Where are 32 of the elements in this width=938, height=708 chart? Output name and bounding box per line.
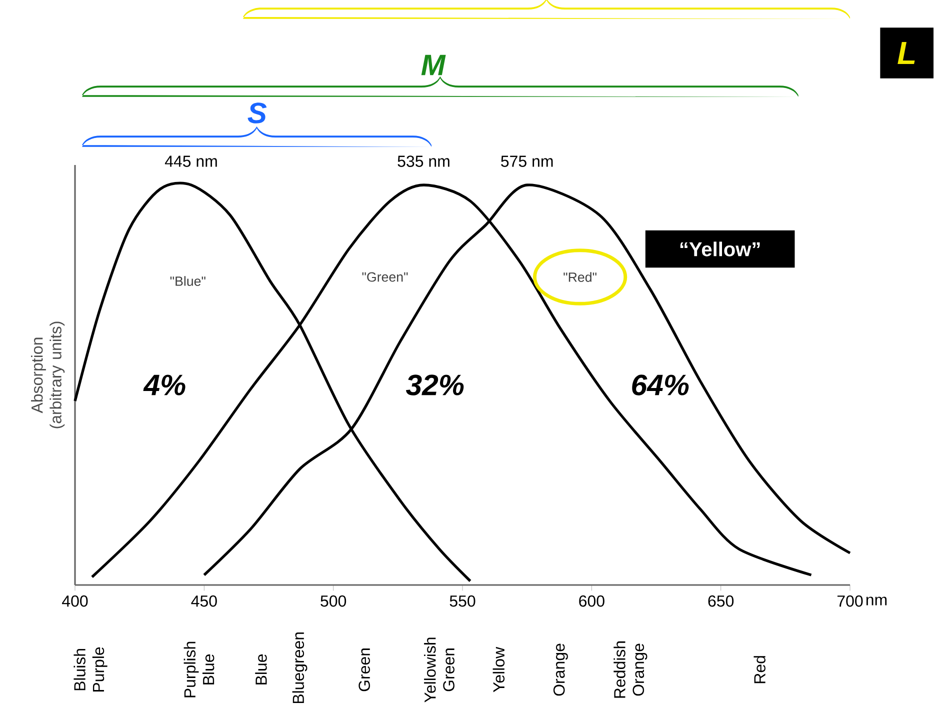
text: L xyxy=(898,42,915,64)
annotation: 4% xyxy=(143,374,186,396)
text: M xyxy=(421,54,446,76)
text: Red xyxy=(754,656,766,684)
y-axis-title: Absorption (arbitrary units) xyxy=(31,322,65,428)
text: 535 nm xyxy=(398,156,450,167)
text: 575 nm xyxy=(501,156,553,167)
x-tick-label: 400 xyxy=(62,595,88,607)
x-tick-label: 550 xyxy=(450,595,476,607)
text: Green xyxy=(358,648,370,692)
text: Purplish Blue xyxy=(184,642,214,698)
text: Orange xyxy=(553,644,568,696)
annotation: 32% xyxy=(406,374,464,396)
x-axis-title: nm xyxy=(866,596,887,606)
text: 445 nm xyxy=(164,156,217,167)
annotation: “Yellow” xyxy=(680,242,760,256)
annotation: 64% xyxy=(632,374,689,396)
text: S xyxy=(248,102,267,124)
text: Bluish Purple xyxy=(74,647,108,692)
text: Bluegreen xyxy=(292,632,308,704)
annotation: "Blue" xyxy=(170,276,206,286)
annotation: "Green" xyxy=(362,272,408,282)
text: Blue xyxy=(255,654,267,684)
x-tick-label: 500 xyxy=(320,595,346,607)
x-tick-label: 450 xyxy=(191,595,217,607)
x-tick-label: 650 xyxy=(708,595,734,607)
text: Yellowish Green xyxy=(424,638,454,702)
annotation: "Red" xyxy=(564,272,596,282)
x-tick-label: 700 xyxy=(837,595,863,607)
x-tick-label: 600 xyxy=(579,595,604,607)
text: Reddish Orange xyxy=(614,641,648,698)
text: Yellow xyxy=(492,646,505,692)
